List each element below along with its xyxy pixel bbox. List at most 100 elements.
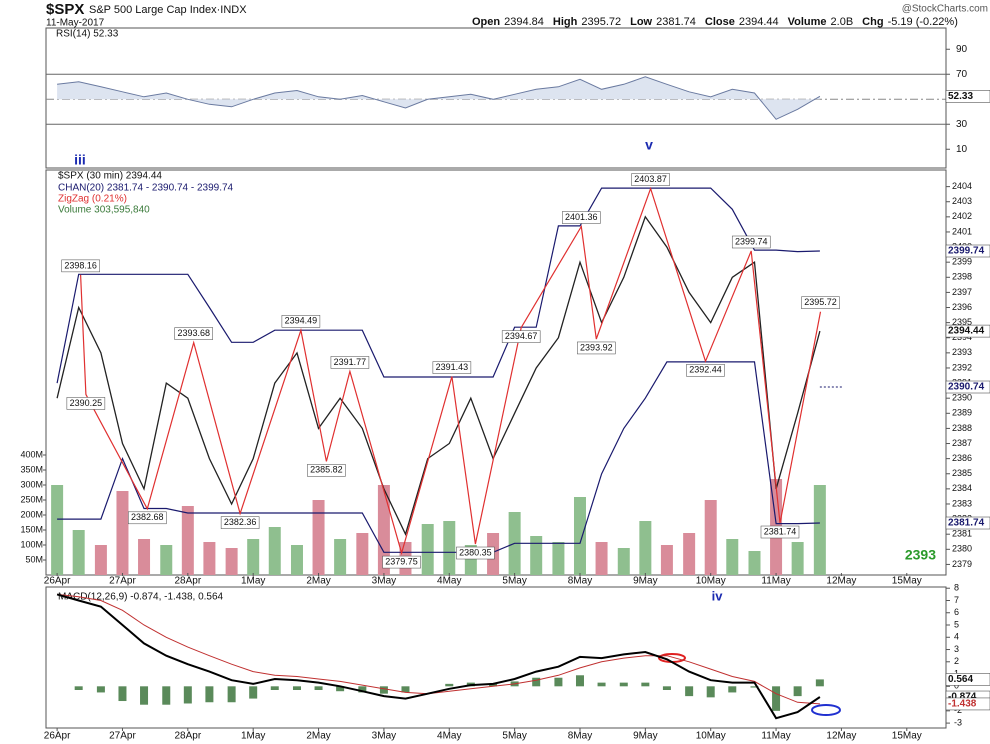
price-line	[56, 215, 821, 537]
x-tick-label: 3May	[372, 731, 396, 742]
volume-bar	[443, 521, 456, 575]
y-tick-label: 2385	[952, 468, 972, 478]
macd-hist-bar	[728, 686, 737, 693]
x-tick-label: 5May	[502, 576, 526, 587]
highlight-ellipse	[811, 704, 841, 716]
zigzag-label-bg	[174, 327, 213, 340]
x-tick-label: 1May	[241, 731, 265, 742]
mid-badge: 2390.74	[948, 382, 985, 393]
zigzag-label: 2394.67	[505, 331, 538, 341]
macd-hist-bar	[445, 683, 454, 687]
zigzag-label-bg	[66, 397, 106, 410]
wave-label: iii	[74, 152, 86, 168]
x-tick-label: 15May	[892, 576, 922, 587]
volume-tick-label: 250M	[20, 494, 43, 504]
quote-value: 2395.72	[581, 16, 621, 28]
y-tick-label: 2389	[952, 408, 972, 418]
legend-zigzag: ZigZag (0.21%)	[58, 194, 127, 205]
x-tick-label: 27Apr	[109, 576, 136, 587]
signal-badge: -1.438	[948, 699, 977, 710]
y-tick-label: 2387	[952, 438, 972, 448]
macd-hist-bar	[118, 686, 127, 702]
legend-price: $SPX (30 min) 2394.44	[58, 171, 162, 182]
macd-hist-bar	[641, 682, 650, 687]
macd-hist-bar	[619, 682, 628, 687]
hist-badge-bg	[945, 673, 990, 686]
zigzag-label-bg	[128, 511, 167, 525]
y-tick-label: 2401	[952, 226, 972, 236]
date: 11-May-2017	[46, 18, 105, 29]
macd-hist-bar	[597, 682, 606, 687]
y-tick-label: 2395	[952, 317, 972, 327]
y-tick-label: 30	[956, 119, 968, 130]
x-tick-label: 11May	[761, 576, 790, 587]
zigzag-label: 2395.72	[804, 297, 837, 307]
y-tick-label: 2403	[952, 196, 972, 206]
macd-badge: -0.874	[948, 692, 977, 703]
zigzag-line	[80, 186, 822, 556]
zigzag-label: 2379.75	[385, 556, 418, 566]
y-tick-label: 2397	[952, 287, 972, 297]
volume-bar	[181, 506, 194, 575]
y-tick-label: 2388	[952, 423, 972, 433]
y-tick-label: 2384	[952, 483, 972, 493]
volume-bar	[791, 542, 804, 575]
lower-badge-bg	[945, 516, 990, 530]
volume-bar	[334, 539, 347, 575]
x-tick-label: 10May	[696, 576, 726, 587]
x-tick-label: 26Apr	[44, 576, 71, 587]
legend-volume: Volume 303,595,840	[58, 205, 150, 216]
rsi-badge: 52.33	[948, 91, 973, 102]
x-tick-label: 9May	[633, 576, 657, 587]
zigzag-label: 2401.36	[565, 212, 598, 222]
y-tick-label: 5	[954, 619, 959, 629]
x-tick-label: 5May	[502, 731, 526, 742]
zigzag-label-bg	[562, 211, 601, 224]
volume-tick-label: 350M	[20, 464, 43, 474]
volume-tick-label: 200M	[20, 509, 43, 519]
volume-bar	[94, 545, 107, 575]
quote-label: Open	[472, 16, 500, 28]
wave-label: v	[645, 137, 653, 153]
volume-bar	[595, 542, 608, 575]
volume-bar	[617, 548, 630, 575]
volume-bar	[72, 530, 85, 575]
x-tick-label: 8May	[568, 576, 592, 587]
macd-hist-bar	[401, 686, 410, 693]
macd-hist-bar	[336, 686, 345, 692]
y-tick-label: 90	[956, 44, 968, 55]
zigzag-label: 2391.43	[436, 362, 469, 372]
y-tick-label: 2379	[952, 559, 972, 569]
y-tick-label: 2390	[952, 393, 972, 403]
zigzag-label-bg	[330, 356, 370, 369]
brand: @StockCharts.com	[902, 4, 988, 15]
volume-tick-label: 50M	[25, 554, 43, 564]
x-tick-label: 12May	[826, 576, 856, 587]
macd-hist-bar	[314, 686, 323, 690]
volume-bar	[356, 533, 369, 575]
zigzag-label: 2381.74	[764, 526, 797, 536]
volume-tick-label: 400M	[20, 449, 43, 459]
volume-tick-label: 150M	[20, 524, 43, 534]
volume-bar	[660, 545, 673, 575]
y-tick-label: 10	[956, 144, 968, 155]
zigzag-label: 2394.49	[285, 316, 318, 326]
x-tick-label: 1May	[241, 576, 265, 587]
rsi-label: RSI(14) 52.33	[56, 29, 119, 40]
macd-hist-bar	[662, 686, 671, 690]
volume-bar	[704, 500, 717, 575]
macd-hist-bar	[750, 686, 759, 688]
close-badge-bg	[945, 324, 990, 338]
volume-bar	[726, 539, 739, 575]
x-tick-label: 12May	[826, 731, 856, 742]
y-tick-label: 2393	[952, 347, 972, 357]
zigzag-label-bg	[731, 235, 771, 249]
macd-hist-bar	[379, 686, 388, 694]
quote: Open 2394.84 High 2395.72 Low 2381.74 Close 239…	[472, 16, 958, 28]
volume-bar	[225, 548, 238, 575]
macd-panel	[45, 586, 947, 729]
zigzag-label: 2390.25	[70, 398, 103, 408]
quote-value: 2394.84	[504, 16, 544, 28]
volume-bar	[203, 542, 216, 575]
zigzag-label: 2385.82	[310, 465, 343, 475]
